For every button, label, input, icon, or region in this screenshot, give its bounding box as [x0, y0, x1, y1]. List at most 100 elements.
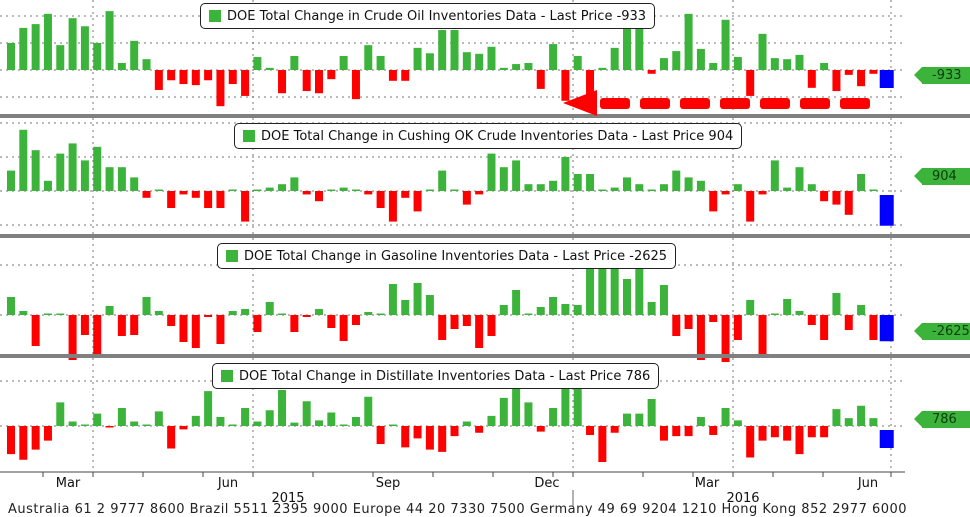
- last-value-tag-cushing: 904: [914, 168, 970, 185]
- bar: [832, 293, 841, 315]
- bar: [475, 426, 484, 433]
- bar: [241, 70, 250, 96]
- bar: [388, 284, 397, 315]
- bar: [499, 397, 508, 426]
- bar: [278, 70, 287, 94]
- bar: [746, 426, 755, 458]
- bar: [142, 191, 151, 198]
- bar: [561, 386, 570, 426]
- bar: [364, 396, 373, 426]
- bar: [68, 421, 77, 426]
- bar: [696, 48, 705, 70]
- bar: [647, 399, 656, 426]
- bar: [709, 191, 718, 212]
- bar: [228, 311, 237, 315]
- bar: [327, 315, 336, 328]
- bar: [696, 315, 705, 360]
- bar: [499, 305, 508, 315]
- bar: [241, 408, 250, 426]
- bar: [43, 313, 52, 315]
- annotation-arrow-dash: [760, 98, 790, 109]
- bar: [43, 13, 52, 70]
- bar: [154, 411, 163, 426]
- bar: [512, 160, 521, 191]
- legend-text-cushing: DOE Total Change in Cushing OK Crude Inv…: [261, 128, 734, 144]
- bar: [536, 184, 545, 191]
- bar: [388, 424, 397, 426]
- bar: [672, 426, 681, 437]
- bar: [105, 11, 114, 71]
- bar: [68, 143, 77, 191]
- legend-text-distillate: DOE Total Change in Distillate Inventori…: [239, 368, 651, 384]
- bar: [117, 408, 126, 426]
- bar: [869, 189, 878, 191]
- bar: [364, 312, 373, 315]
- bar: [105, 167, 114, 191]
- bar: [635, 184, 644, 191]
- bar: [413, 426, 422, 439]
- bar: [154, 311, 163, 315]
- legend-text-gasoline: DOE Total Change in Gasoline Inventories…: [244, 248, 668, 264]
- bar: [684, 13, 693, 70]
- bar: [573, 387, 582, 426]
- legend-cushing: DOE Total Change in Cushing OK Crude Inv…: [234, 123, 743, 149]
- bar: [401, 191, 410, 198]
- bar: [462, 315, 471, 326]
- bar: [105, 426, 114, 428]
- bar: [265, 67, 274, 70]
- bar: [820, 62, 829, 70]
- bar: [610, 187, 619, 191]
- annotation-arrow-head: [563, 90, 597, 116]
- bar-last: [879, 195, 894, 226]
- bar: [733, 420, 742, 426]
- bar: [228, 424, 237, 426]
- bar: [857, 174, 866, 191]
- bar: [623, 413, 631, 426]
- bar: [265, 410, 274, 426]
- bar: [450, 30, 459, 70]
- bar: [512, 290, 521, 315]
- bar: [832, 409, 841, 426]
- bar: [647, 302, 656, 315]
- bar: [425, 189, 434, 191]
- bar: [733, 57, 742, 70]
- bar: [204, 315, 213, 317]
- bar: [19, 426, 28, 460]
- footer-contact-line: Australia 61 2 9777 8600 Brazil 5511 239…: [8, 502, 908, 517]
- annotation-arrow-dash: [840, 98, 870, 109]
- bar: [7, 43, 15, 70]
- bar: [746, 70, 755, 96]
- bar: [351, 417, 360, 426]
- bar: [462, 421, 471, 426]
- bar: [31, 426, 40, 450]
- bar: [524, 62, 533, 70]
- bar: [475, 53, 484, 70]
- bar: [635, 27, 644, 71]
- bar: [80, 26, 89, 70]
- bar: [623, 177, 631, 191]
- bar: [117, 167, 126, 191]
- bar: [179, 315, 188, 342]
- bar: [684, 315, 693, 329]
- bar: [43, 180, 52, 191]
- bar: [327, 412, 336, 426]
- bar: [19, 129, 28, 191]
- bar: [487, 46, 496, 70]
- bar: [93, 43, 102, 70]
- bar: [536, 70, 545, 89]
- bar: [327, 70, 336, 80]
- bar: [191, 191, 200, 198]
- bar: [795, 426, 804, 455]
- bar: [302, 191, 311, 195]
- bar: [204, 391, 213, 426]
- bar: [179, 191, 188, 195]
- bar: [339, 315, 348, 341]
- bar: [672, 170, 681, 191]
- bar: [475, 191, 484, 195]
- bar: [623, 27, 631, 71]
- bar: [696, 180, 705, 191]
- bar: [770, 313, 779, 315]
- panel-separator: [0, 114, 970, 118]
- bar: [290, 315, 299, 332]
